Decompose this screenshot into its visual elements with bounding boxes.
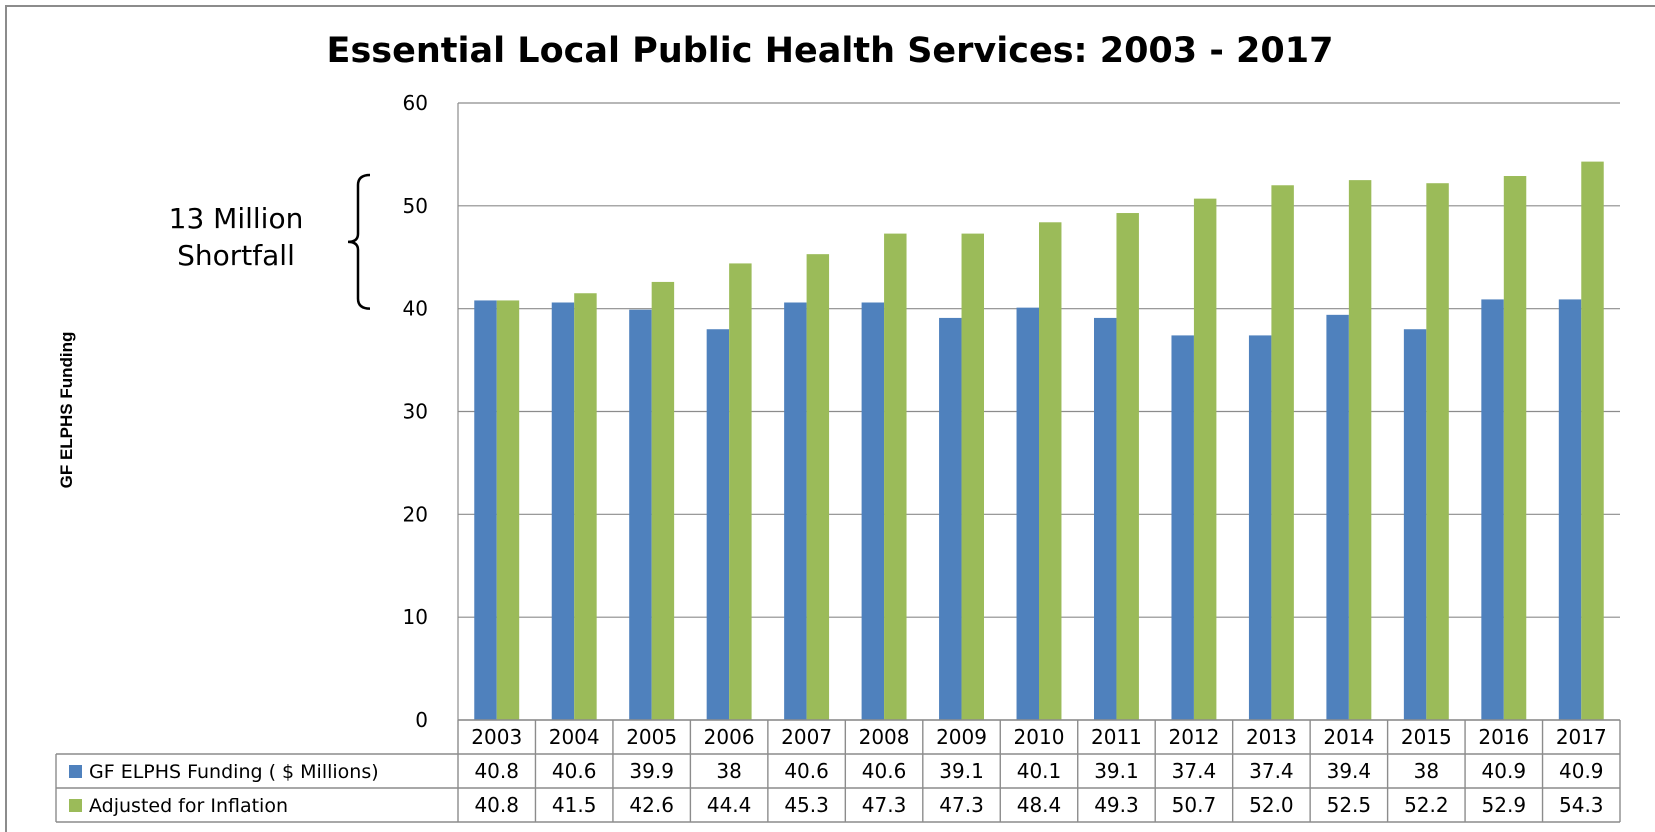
bar-funding-2003 xyxy=(474,300,497,720)
data-label: 40.6 xyxy=(784,759,829,783)
data-label: 37.4 xyxy=(1172,759,1217,783)
data-label: 39.1 xyxy=(939,759,984,783)
bar-inflation-2010 xyxy=(1039,222,1062,720)
data-label: 52.0 xyxy=(1249,793,1294,817)
data-label: 39.4 xyxy=(1327,759,1372,783)
bar-inflation-2005 xyxy=(651,281,675,720)
data-label: 39.9 xyxy=(629,759,674,783)
y-tick-label: 0 xyxy=(415,708,428,732)
data-label: 40.6 xyxy=(552,759,597,783)
data-label: 48.4 xyxy=(1017,793,1062,817)
data-label: 40.8 xyxy=(474,759,519,783)
x-tick-label: 2007 xyxy=(781,725,832,749)
data-label: 52.5 xyxy=(1327,793,1372,817)
bracket-icon xyxy=(347,173,371,310)
x-tick-label: 2014 xyxy=(1323,725,1374,749)
bar-inflation-2007 xyxy=(806,254,830,721)
legend-swatch xyxy=(69,799,82,812)
x-tick-label: 2013 xyxy=(1246,725,1297,749)
data-label: 44.4 xyxy=(707,793,752,817)
bars xyxy=(474,161,1604,721)
bar-funding-2010 xyxy=(1016,307,1039,720)
bar-funding-2006 xyxy=(706,329,730,720)
bar-funding-2008 xyxy=(861,302,885,720)
bar-funding-2012 xyxy=(1171,335,1194,720)
x-tick-label: 2012 xyxy=(1168,725,1219,749)
chart-border xyxy=(5,5,1655,832)
bar-inflation-2015 xyxy=(1426,183,1449,720)
y-tick-label: 40 xyxy=(403,297,428,321)
x-tick-label: 2009 xyxy=(936,725,987,749)
y-tick-label: 50 xyxy=(403,194,428,218)
bar-funding-2011 xyxy=(1094,317,1117,720)
data-label: 41.5 xyxy=(552,793,597,817)
bar-inflation-2017 xyxy=(1581,161,1604,721)
y-tick-label: 10 xyxy=(403,605,428,629)
data-label: 40.6 xyxy=(862,759,907,783)
y-axis-label: GF ELPHS Funding xyxy=(57,332,76,489)
bar-funding-2004 xyxy=(551,302,575,720)
bar-inflation-2008 xyxy=(884,233,907,720)
data-label: 49.3 xyxy=(1094,793,1139,817)
x-tick-label: 2017 xyxy=(1556,725,1607,749)
data-label: 54.3 xyxy=(1559,793,1604,817)
bar-inflation-2006 xyxy=(729,263,752,720)
bar-inflation-2003 xyxy=(496,300,520,720)
bar-funding-2015 xyxy=(1403,329,1427,720)
y-tick-label: 60 xyxy=(403,91,428,115)
data-table: 2003 2004 2005 2006 2007 2008 2009 2010 2011 2012… xyxy=(55,719,1621,823)
bar-inflation-2009 xyxy=(961,233,984,720)
bar-inflation-2014 xyxy=(1348,180,1372,720)
x-tick-label: 2003 xyxy=(471,725,522,749)
x-tick-label: 2015 xyxy=(1401,725,1452,749)
legend-entry: GF ELPHS Funding ( $ Millions) xyxy=(89,761,379,783)
data-label: 40.1 xyxy=(1017,759,1062,783)
bar-funding-2005 xyxy=(629,309,652,720)
bar-funding-2014 xyxy=(1326,314,1349,720)
data-label: 37.4 xyxy=(1249,759,1294,783)
data-label: 40.9 xyxy=(1482,759,1527,783)
data-label: 39.1 xyxy=(1094,759,1139,783)
x-tick-label: 2005 xyxy=(626,725,677,749)
bar-funding-2017 xyxy=(1558,299,1582,720)
shortfall-annotation: 13 Million Shortfall xyxy=(169,173,371,310)
bar-inflation-2012 xyxy=(1193,198,1217,720)
bar-funding-2007 xyxy=(784,302,807,720)
bar-funding-2009 xyxy=(939,317,962,720)
x-tick-label: 2008 xyxy=(859,725,910,749)
x-tick-label: 2006 xyxy=(704,725,755,749)
data-label: 40.9 xyxy=(1559,759,1604,783)
data-label: 52.9 xyxy=(1482,793,1527,817)
data-label: 52.2 xyxy=(1404,793,1449,817)
bar-funding-2013 xyxy=(1248,335,1272,720)
x-tick-label: 2010 xyxy=(1014,725,1065,749)
chart-title: Essential Local Public Health Services: … xyxy=(327,31,1334,71)
data-label: 42.6 xyxy=(629,793,674,817)
data-label: 45.3 xyxy=(784,793,829,817)
data-label: 47.3 xyxy=(939,793,984,817)
bar-inflation-2013 xyxy=(1271,185,1294,720)
shortfall-label: 13 Million xyxy=(169,202,304,235)
shortfall-label: Shortfall xyxy=(177,239,295,272)
legend-entry: Adjusted for Inflation xyxy=(89,795,288,817)
bar-funding-2016 xyxy=(1481,299,1504,720)
x-tick-label: 2004 xyxy=(549,725,600,749)
data-label: 50.7 xyxy=(1172,793,1217,817)
y-tick-label: 20 xyxy=(403,502,428,526)
y-tick-label: 30 xyxy=(403,400,428,424)
data-label: 47.3 xyxy=(862,793,907,817)
data-label: 40.8 xyxy=(474,793,519,817)
x-tick-label: 2011 xyxy=(1091,725,1142,749)
legend-swatch xyxy=(69,765,82,778)
y-axis-ticks: 0 10 20 30 40 50 60 xyxy=(403,91,428,732)
data-label: 38 xyxy=(716,759,741,783)
bar-inflation-2011 xyxy=(1116,213,1139,720)
bar-inflation-2004 xyxy=(574,293,597,720)
data-label: 38 xyxy=(1414,759,1439,783)
x-tick-label: 2016 xyxy=(1478,725,1529,749)
bar-inflation-2016 xyxy=(1503,176,1527,721)
